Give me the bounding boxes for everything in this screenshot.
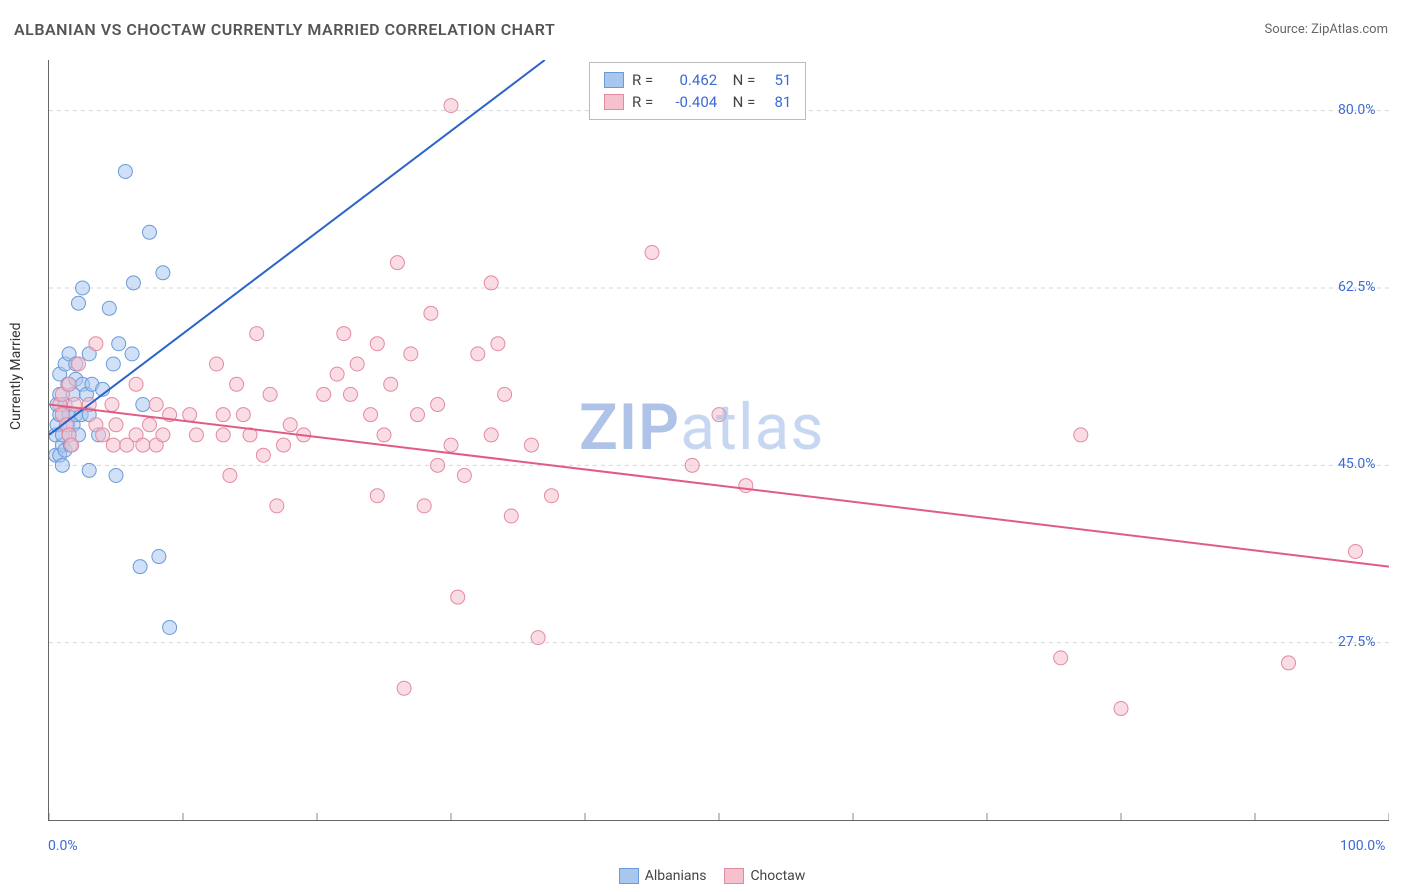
stat-swatch [604,72,624,88]
stat-n-label: N = [725,69,755,91]
legend-label: Choctaw [750,868,805,884]
source-label: Source: ZipAtlas.com [1264,22,1388,37]
stat-r-value: 0.462 [661,69,717,91]
y-tick-label: 62.5% [1338,279,1376,295]
stat-n-value: 51 [763,69,791,91]
stat-swatch [604,94,624,110]
legend-swatch [619,868,639,884]
legend-swatch [724,868,744,884]
x-tick-label: 0.0% [48,838,78,854]
stat-r-value: -0.404 [661,91,717,113]
chart-svg [49,60,1389,820]
y-tick-label: 27.5% [1338,634,1376,650]
stat-n-label: N = [725,91,755,113]
stat-n-value: 81 [763,91,791,113]
y-tick-label: 80.0% [1338,102,1376,118]
y-axis-title: Currently Married [8,323,24,430]
plot-area: ZIPatlas R =0.462 N =51R =-0.404 N =81 [48,60,1389,821]
legend-bottom: Albanians Choctaw [0,868,1406,884]
x-tick-label: 100.0% [1340,838,1385,854]
chart-title: ALBANIAN VS CHOCTAW CURRENTLY MARRIED CO… [14,20,555,39]
legend-label: Albanians [645,868,707,884]
y-tick-label: 45.0% [1338,456,1376,472]
correlation-stats-box: R = 0.462 N = 51 R = -0.404 N = 81 [589,62,806,120]
stat-r-label: R = [632,69,653,91]
stat-r-label: R = [632,91,653,113]
chart-container: ALBANIAN VS CHOCTAW CURRENTLY MARRIED CO… [0,0,1406,892]
